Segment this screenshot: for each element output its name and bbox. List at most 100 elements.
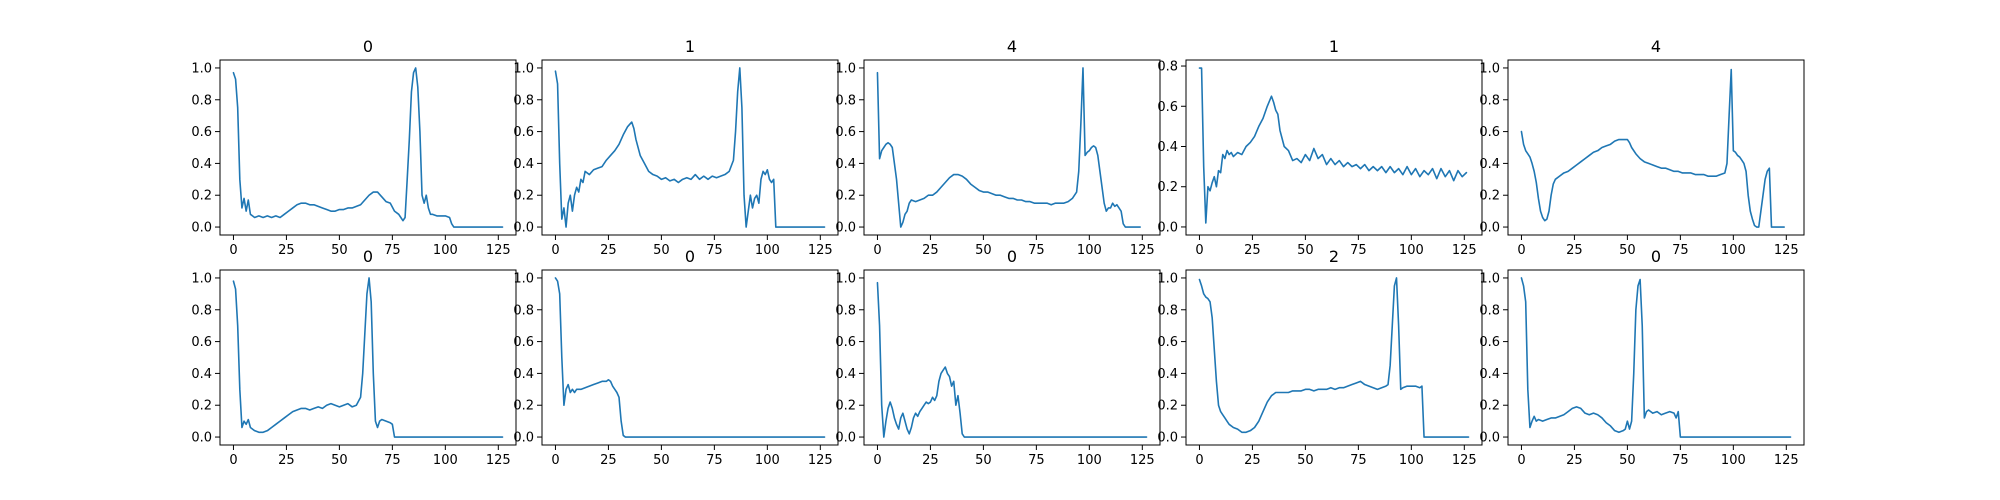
x-tick-label: 75	[706, 453, 723, 468]
y-tick-label: 0.8	[513, 93, 534, 108]
x-tick-label: 125	[1774, 243, 1799, 258]
series-line	[554, 277, 826, 438]
y-tick-label: 0.4	[191, 367, 212, 382]
y-tick-label: 0.8	[1479, 303, 1500, 318]
y-tick-label: 0.0	[191, 221, 212, 236]
y-tick-label: 0.4	[1157, 140, 1178, 155]
y-tick-label: 0.6	[1157, 335, 1178, 350]
y-tick-label: 0.0	[1479, 431, 1500, 446]
x-tick-label: 50	[331, 453, 348, 468]
y-tick-label: 0.2	[1479, 399, 1500, 414]
axes-frame	[863, 269, 1161, 446]
x-tick-label: 50	[1619, 453, 1636, 468]
x-tick-label: 100	[755, 243, 780, 258]
axes-frame	[863, 59, 1161, 236]
y-tick-label: 1.0	[191, 271, 212, 286]
subplot-10: 0 25 50 75 100 125 0.0 0.2 0.4 0.6 0.8 1.0 0	[1479, 247, 1805, 468]
x-tick-label: 125	[486, 453, 511, 468]
y-tick-label: 0.6	[191, 125, 212, 140]
subplot-title: 1	[1329, 37, 1339, 56]
y-tick-label: 0.6	[513, 335, 534, 350]
y-tick-label: 0.0	[1157, 220, 1178, 235]
subplot-8: 0 25 50 75 100 125 0.0 0.2 0.4 0.6 0.8 1.0 0	[835, 247, 1161, 468]
y-tick-label: 0.0	[513, 431, 534, 446]
subplot-title: 1	[685, 37, 695, 56]
y-tick-label: 0.2	[1157, 399, 1178, 414]
x-tick-label: 25	[1566, 243, 1583, 258]
y-tick-label: 0.0	[513, 221, 534, 236]
x-tick-label: 0	[551, 243, 559, 258]
series-line	[232, 277, 504, 438]
x-tick-label: 100	[1721, 453, 1746, 468]
y-tick-label: 0.8	[191, 303, 212, 318]
axes-frame	[219, 59, 517, 236]
x-tick-label: 50	[653, 243, 670, 258]
subplot-2: 0 25 50 75 100 125 0.0 0.2 0.4 0.6 0.8 1.0 1	[513, 37, 839, 258]
x-tick-label: 0	[1195, 243, 1203, 258]
y-tick-label: 0.0	[1479, 221, 1500, 236]
x-tick-label: 25	[922, 453, 939, 468]
y-tick-label: 0.8	[191, 93, 212, 108]
y-tick-label: 0.6	[513, 125, 534, 140]
x-tick-label: 125	[1774, 453, 1799, 468]
subplot-title: 4	[1651, 37, 1661, 56]
y-tick-label: 0.6	[191, 335, 212, 350]
x-tick-label: 75	[384, 453, 401, 468]
x-tick-label: 0	[229, 453, 237, 468]
axes-frame	[541, 269, 839, 446]
y-tick-label: 0.2	[835, 189, 856, 204]
subplot-title: 0	[363, 37, 373, 56]
x-tick-label: 100	[1399, 453, 1424, 468]
x-tick-label: 25	[600, 453, 617, 468]
x-tick-label: 25	[1244, 453, 1261, 468]
x-tick-label: 50	[975, 453, 992, 468]
series-line	[876, 281, 1148, 438]
x-tick-label: 0	[229, 243, 237, 258]
y-tick-label: 0.0	[191, 431, 212, 446]
x-tick-label: 25	[1566, 453, 1583, 468]
y-tick-label: 1.0	[513, 271, 534, 286]
series-line	[1198, 277, 1470, 438]
x-tick-label: 50	[1297, 453, 1314, 468]
x-tick-label: 125	[1130, 243, 1155, 258]
y-tick-label: 0.6	[835, 125, 856, 140]
x-tick-label: 125	[486, 243, 511, 258]
x-tick-label: 25	[922, 243, 939, 258]
series-line	[1198, 67, 1468, 224]
x-tick-label: 100	[1077, 453, 1102, 468]
y-tick-label: 0.6	[1479, 335, 1500, 350]
y-tick-label: 0.8	[1157, 303, 1178, 318]
y-tick-label: 1.0	[835, 271, 856, 286]
x-tick-label: 100	[755, 453, 780, 468]
y-tick-label: 0.2	[191, 189, 212, 204]
y-tick-label: 0.2	[191, 399, 212, 414]
x-tick-label: 75	[1350, 453, 1367, 468]
x-tick-label: 75	[1028, 453, 1045, 468]
x-tick-label: 125	[1452, 453, 1477, 468]
y-tick-label: 0.0	[1157, 431, 1178, 446]
y-tick-label: 0.8	[1157, 60, 1178, 75]
subplot-4: 0 25 50 75 100 125 0.0 0.2 0.4 0.6 0.8 1	[1157, 37, 1483, 258]
x-tick-label: 25	[278, 243, 295, 258]
x-tick-label: 75	[1350, 243, 1367, 258]
x-tick-label: 0	[873, 453, 881, 468]
subplot-title: 0	[685, 247, 695, 266]
subplot-title: 0	[1007, 247, 1017, 266]
x-tick-label: 100	[1399, 243, 1424, 258]
series-line	[554, 67, 826, 228]
y-tick-label: 0.2	[513, 399, 534, 414]
axes-frame	[541, 59, 839, 236]
y-tick-label: 0.8	[513, 303, 534, 318]
y-tick-label: 0.4	[191, 157, 212, 172]
y-tick-label: 0.8	[835, 303, 856, 318]
x-tick-label: 25	[1244, 243, 1261, 258]
axes-frame	[1507, 269, 1805, 446]
y-tick-label: 0.6	[1157, 100, 1178, 115]
subplot-title: 0	[1651, 247, 1661, 266]
y-tick-label: 0.4	[1157, 367, 1178, 382]
x-tick-label: 0	[1517, 453, 1525, 468]
y-tick-label: 0.4	[835, 367, 856, 382]
x-tick-label: 50	[331, 243, 348, 258]
x-tick-label: 75	[1672, 243, 1689, 258]
